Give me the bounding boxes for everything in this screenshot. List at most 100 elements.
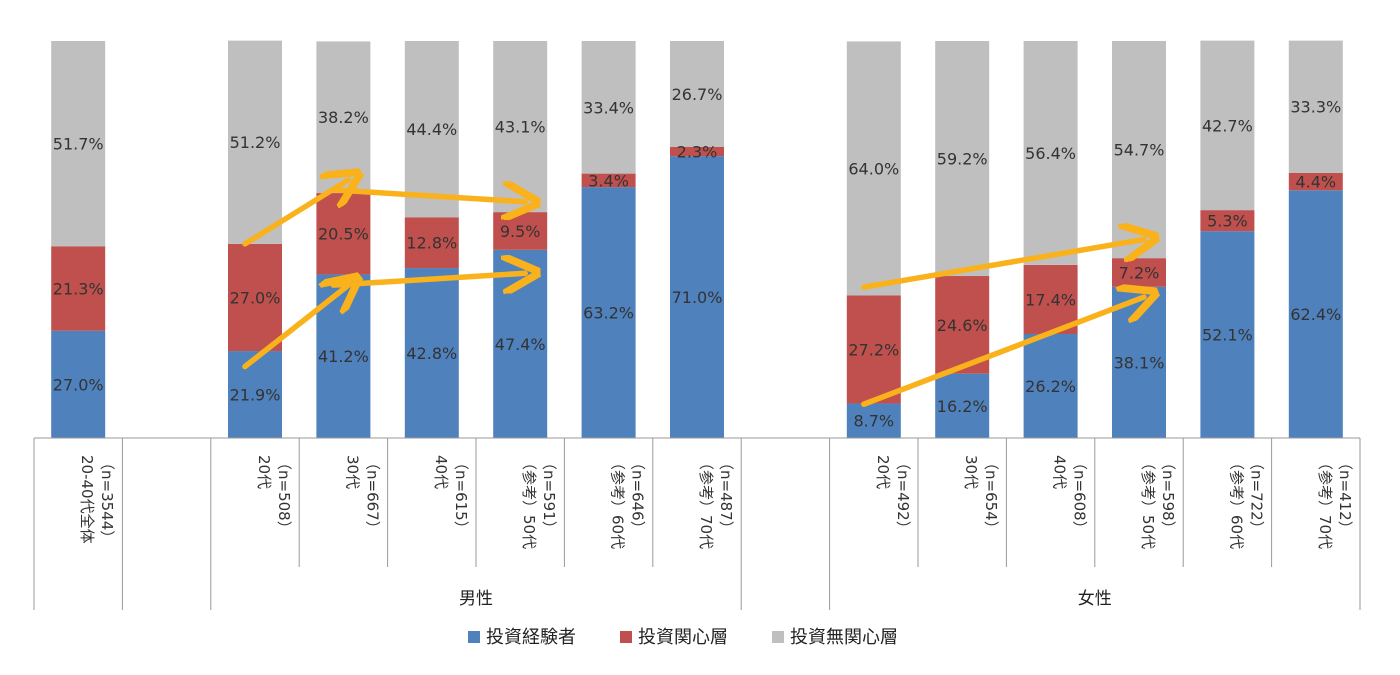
- bar-segment-2-2: [228, 40, 282, 244]
- bar-segment-1-4: [404, 217, 459, 269]
- trend-arrow-2: [242, 285, 348, 370]
- data-label-0-5: 47.4%: [495, 335, 546, 354]
- trend-arrow-4: [861, 240, 1144, 290]
- data-label-2-6: 33.4%: [583, 98, 634, 117]
- bar-segment-1-2: [228, 243, 282, 352]
- category-label-line2: （n=646）: [629, 455, 647, 536]
- data-label-0-12: 38.1%: [1114, 353, 1165, 372]
- data-label-2-9: 64.0%: [848, 159, 899, 178]
- data-label-1-3: 20.5%: [318, 225, 369, 244]
- category-label-line1: （参考）50代: [520, 455, 538, 549]
- category-label-9: 20代 （n=492）: [874, 455, 912, 536]
- category-label-line1: 20-40代全体: [78, 455, 96, 544]
- data-label-2-3: 38.2%: [318, 108, 369, 127]
- data-label-2-0: 51.7%: [53, 135, 104, 154]
- category-label-line1: （参考）70代: [1316, 455, 1334, 549]
- category-label-14: （参考）70代 （n=412）: [1316, 455, 1354, 549]
- bar-segment-1-12: [1112, 258, 1166, 287]
- category-label-line2: （n=722）: [1247, 455, 1265, 536]
- category-label-line1: （参考）50代: [1139, 455, 1157, 549]
- data-label-0-2: 21.9%: [230, 386, 281, 405]
- data-label-0-0: 27.0%: [53, 375, 104, 394]
- bar-segment-0-4: [404, 268, 459, 438]
- data-label-1-6: 3.4%: [588, 171, 629, 190]
- category-label-2: 20代 （n=508）: [255, 455, 293, 536]
- data-label-0-11: 26.2%: [1025, 377, 1076, 396]
- category-label-12: （参考）50代 （n=598）: [1139, 455, 1177, 549]
- data-label-2-5: 43.1%: [495, 118, 546, 137]
- bar-segment-0-9: [846, 403, 901, 438]
- data-label-0-13: 52.1%: [1202, 326, 1253, 345]
- data-label-0-14: 62.4%: [1290, 305, 1341, 324]
- data-label-0-4: 42.8%: [406, 344, 457, 363]
- data-label-2-4: 44.4%: [406, 120, 457, 139]
- category-label-4: 40代 （n=615）: [432, 455, 470, 536]
- category-label-line2: （n=591）: [540, 455, 558, 536]
- legend-label-2: 投資無関心層: [790, 627, 898, 648]
- category-label-line1: （参考）60代: [609, 455, 627, 549]
- bar-segment-1-0: [51, 246, 106, 331]
- bar-segment-0-0: [51, 330, 106, 438]
- data-label-1-11: 17.4%: [1025, 290, 1076, 309]
- bar-segment-0-2: [228, 351, 282, 438]
- data-label-2-14: 33.3%: [1290, 98, 1341, 117]
- category-label-line1: 30代: [343, 455, 361, 489]
- bar-segment-1-14: [1288, 172, 1343, 191]
- data-label-2-13: 42.7%: [1202, 116, 1253, 135]
- legend-label-1: 投資関心層: [638, 627, 728, 648]
- category-label-line2: （n=487）: [717, 455, 735, 536]
- bar-segment-0-10: [935, 373, 990, 438]
- data-label-1-2: 27.0%: [230, 288, 281, 307]
- bar-segment-0-7: [670, 156, 724, 438]
- group-label-1: 女性: [1078, 589, 1112, 609]
- category-label-line1: 20代: [255, 455, 273, 489]
- data-label-0-3: 41.2%: [318, 347, 369, 366]
- bar-segment-0-13: [1200, 231, 1255, 438]
- bar-segment-2-4: [404, 41, 459, 218]
- bar-segment-0-14: [1288, 190, 1343, 438]
- bar-segment-2-11: [1023, 41, 1078, 265]
- data-label-2-7: 26.7%: [672, 85, 723, 104]
- bar-segment-2-14: [1288, 40, 1343, 173]
- data-label-0-7: 71.0%: [672, 288, 723, 307]
- legend-swatch-1: [620, 631, 632, 643]
- category-label-line2: （n=608）: [1071, 455, 1089, 536]
- category-label-line1: 30代: [962, 455, 980, 489]
- trend-arrow-5: [861, 297, 1144, 408]
- category-label-line1: （参考）70代: [697, 455, 715, 549]
- category-label-line2: （n=598）: [1159, 455, 1177, 536]
- bar-segment-0-6: [581, 187, 636, 438]
- data-label-1-0: 21.3%: [53, 280, 104, 299]
- category-label-line2: （n=615）: [452, 455, 470, 536]
- category-label-10: 30代 （n=654）: [962, 455, 1000, 536]
- category-axis: [33, 437, 1361, 610]
- data-label-2-2: 51.2%: [230, 133, 281, 152]
- group-labels-layer: 男性 女性: [459, 589, 1112, 609]
- category-label-line1: 20代: [874, 455, 892, 489]
- category-label-line2: （n=508）: [275, 455, 293, 536]
- bar-segment-2-10: [935, 41, 990, 277]
- data-label-2-12: 54.7%: [1114, 141, 1165, 160]
- bar-segment-2-7: [670, 41, 724, 147]
- data-label-1-12: 7.2%: [1119, 263, 1160, 282]
- category-label-line2: （n=667）: [363, 455, 381, 536]
- data-label-1-9: 27.2%: [848, 340, 899, 359]
- data-label-0-9: 8.7%: [853, 412, 894, 431]
- bar-segment-1-11: [1023, 264, 1078, 334]
- bar-segment-1-13: [1200, 210, 1255, 232]
- data-label-0-6: 63.2%: [583, 304, 634, 323]
- category-label-5: （参考）50代 （n=591）: [520, 455, 558, 549]
- category-label-line1: 40代: [432, 455, 450, 489]
- bar-segment-2-6: [581, 41, 636, 174]
- category-label-7: （参考）70代 （n=487）: [697, 455, 735, 549]
- trend-arrow-3: [330, 273, 525, 285]
- bar-segment-1-6: [581, 173, 636, 188]
- category-label-3: 30代 （n=667）: [343, 455, 381, 536]
- data-label-2-11: 56.4%: [1025, 144, 1076, 163]
- legend-swatch-0: [468, 631, 480, 643]
- trend-arrow-1: [330, 190, 525, 202]
- category-label-line2: （n=412）: [1336, 455, 1354, 536]
- data-label-0-10: 16.2%: [937, 397, 988, 416]
- legend-swatch-2: [772, 631, 784, 643]
